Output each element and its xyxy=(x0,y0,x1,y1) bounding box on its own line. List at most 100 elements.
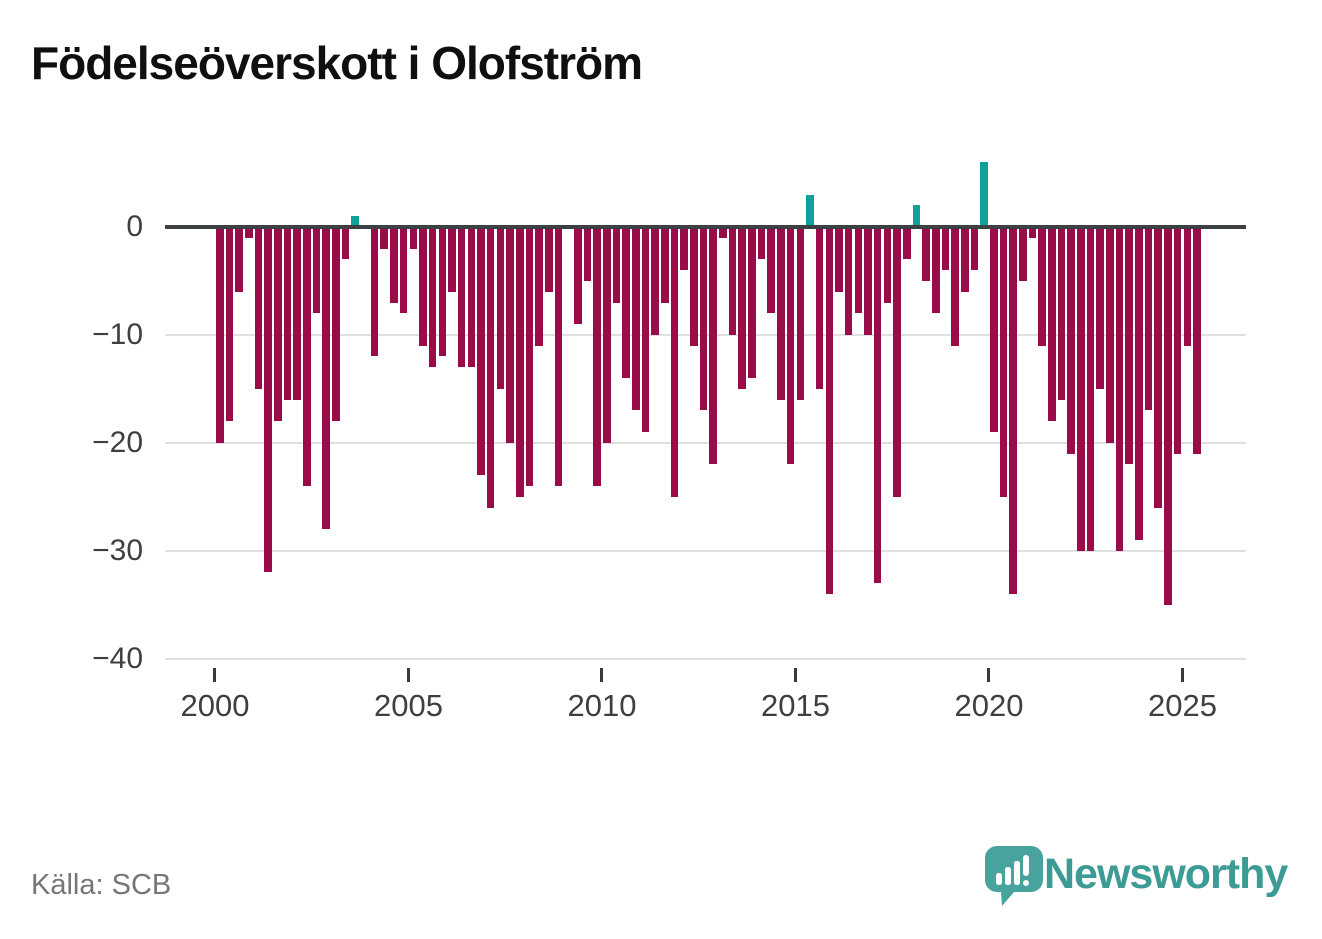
negative-bar xyxy=(525,227,534,486)
x-axis-tick xyxy=(793,668,797,682)
x-axis-tick-label: 2000 xyxy=(180,688,250,723)
negative-bar xyxy=(786,227,795,465)
source-credit: Källa: SCB xyxy=(31,869,172,901)
negative-bar xyxy=(680,227,688,271)
negative-bar xyxy=(448,227,456,292)
negative-bar xyxy=(544,227,553,292)
negative-bar xyxy=(428,227,437,368)
negative-bar xyxy=(767,227,776,314)
negative-bar xyxy=(283,227,292,400)
positive-bar xyxy=(806,194,814,227)
positive-bar xyxy=(980,162,988,227)
x-axis-tick-label: 2005 xyxy=(373,688,443,723)
negative-bar xyxy=(709,227,718,465)
negative-bar xyxy=(1193,227,1201,454)
negative-bar xyxy=(1057,227,1066,400)
negative-bar xyxy=(931,227,940,314)
negative-bar xyxy=(1096,227,1105,389)
negative-bar xyxy=(399,227,408,314)
negative-bar xyxy=(486,227,495,508)
negative-bar xyxy=(583,227,592,281)
newsworthy-wordmark: Newsworthy xyxy=(1044,850,1288,898)
negative-bar xyxy=(690,227,698,346)
negative-bar xyxy=(419,227,427,346)
y-axis-tick-label: −30 xyxy=(92,533,143,567)
positive-bar xyxy=(351,216,360,227)
negative-bar xyxy=(225,227,234,422)
negative-bar xyxy=(854,227,863,314)
x-axis-tick-label: 2010 xyxy=(567,688,637,723)
negative-bar xyxy=(661,227,669,303)
negative-bar xyxy=(941,227,950,271)
negative-bar xyxy=(293,227,301,400)
negative-bar xyxy=(1086,227,1095,551)
negative-bar xyxy=(245,227,253,238)
negative-bar xyxy=(332,227,340,422)
negative-bar xyxy=(1009,227,1017,594)
negative-bar xyxy=(467,227,476,368)
negative-bar xyxy=(496,227,505,389)
negative-bar xyxy=(1077,227,1085,551)
negative-bar xyxy=(796,227,805,400)
zero-axis-line xyxy=(165,225,1246,229)
negative-bar xyxy=(370,227,379,357)
negative-bar xyxy=(728,227,737,335)
negative-bar xyxy=(999,227,1008,497)
negative-bar xyxy=(1144,227,1153,411)
negative-bar xyxy=(274,227,282,422)
negative-bar xyxy=(1067,227,1075,454)
negative-bar xyxy=(612,227,621,303)
x-axis-tick xyxy=(1180,668,1184,682)
negative-bar xyxy=(1135,227,1143,540)
x-axis-tick xyxy=(987,668,991,682)
x-axis-tick xyxy=(406,668,410,682)
y-gridline xyxy=(165,549,1246,552)
negative-bar xyxy=(777,227,785,400)
negative-bar xyxy=(748,227,756,379)
negative-bar xyxy=(477,227,485,476)
negative-bar xyxy=(883,227,892,303)
negative-bar xyxy=(341,227,350,260)
negative-bar xyxy=(573,227,582,325)
y-axis-tick-label: −20 xyxy=(92,425,143,459)
negative-bar xyxy=(554,227,563,486)
negative-bar xyxy=(322,227,331,530)
negative-bar xyxy=(515,227,524,497)
y-axis-tick-label: 0 xyxy=(126,210,143,243)
negative-bar xyxy=(1183,227,1192,346)
negative-bar xyxy=(254,227,263,389)
x-axis-tick-label: 2025 xyxy=(1147,688,1217,723)
negative-bar xyxy=(390,227,398,303)
negative-bar xyxy=(603,227,611,443)
negative-bar xyxy=(970,227,979,271)
x-axis-tick-label: 2015 xyxy=(760,688,830,723)
x-axis-tick-label: 2020 xyxy=(954,688,1024,723)
y-gridline xyxy=(165,657,1246,660)
negative-bar xyxy=(864,227,872,335)
negative-bar xyxy=(409,227,418,249)
x-axis-tick xyxy=(600,668,604,682)
y-gridline xyxy=(165,441,1246,444)
negative-bar xyxy=(1019,227,1027,281)
negative-bar xyxy=(960,227,969,292)
negative-bar xyxy=(922,227,930,281)
negative-bar xyxy=(1028,227,1037,238)
negative-bar xyxy=(1038,227,1046,346)
negative-bar xyxy=(632,227,640,411)
y-axis-tick-label: −10 xyxy=(92,317,143,351)
negative-bar xyxy=(380,227,389,249)
newsworthy-logo-icon xyxy=(985,846,1043,906)
negative-bar xyxy=(312,227,321,314)
negative-bar xyxy=(844,227,853,335)
negative-bar xyxy=(457,227,466,368)
negative-bar xyxy=(670,227,679,497)
negative-bar xyxy=(641,227,650,432)
negative-bar xyxy=(951,227,959,346)
negative-bar xyxy=(990,227,998,432)
negative-bar xyxy=(815,227,824,389)
negative-bar xyxy=(1115,227,1124,551)
negative-bar xyxy=(651,227,659,335)
negative-bar xyxy=(835,227,843,292)
negative-bar xyxy=(235,227,243,292)
